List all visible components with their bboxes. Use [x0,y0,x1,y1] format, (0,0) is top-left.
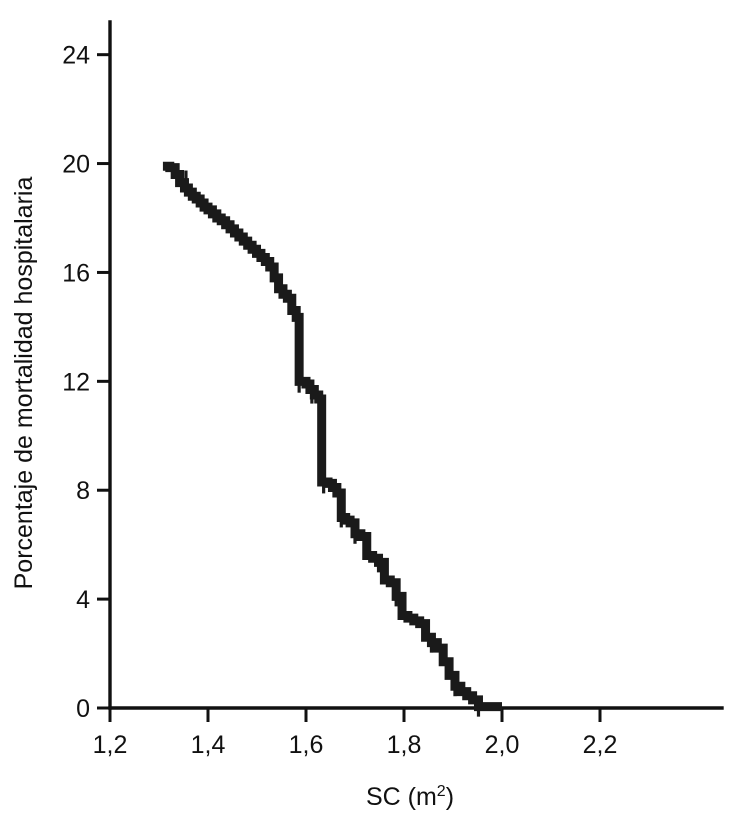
x-axis-tick-label: 1,8 [387,731,422,759]
x-axis-tick-label: 2,2 [583,731,618,759]
y-axis-title: Porcentaje de mortalidad hospitalaria [10,177,38,590]
y-axis-tick-label: 12 [62,368,90,396]
y-axis-tick-label: 20 [62,151,90,179]
x-axis-title: SC (m2) [366,783,454,811]
y-axis-tick-label: 8 [76,477,90,505]
x-axis-tick-label: 1,4 [191,731,226,759]
x-axis-title-base: SC (m [366,783,437,811]
x-axis-tick-label: 1,6 [289,731,324,759]
y-axis-tick-label: 0 [76,695,90,723]
x-axis-tick-label: 2,0 [485,731,520,759]
x-axis-title-superscript: 2 [437,783,446,800]
x-axis-ticks: 1,2 1,4 1,6 1,8 2,0 2,2 [93,708,618,759]
mortality-step-curve [162,161,502,712]
x-axis-tick-label: 1,2 [93,731,128,759]
step-curve-group [162,161,502,717]
censor-marks-group [184,170,481,717]
y-axis-tick-label: 24 [62,42,90,70]
y-axis-ticks: 0 4 8 12 16 20 24 [62,42,110,723]
y-axis-tick-label: 4 [76,586,90,614]
y-axis-tick-label: 16 [62,259,90,287]
x-axis-title-close: ) [446,783,454,811]
axes-layer [108,20,724,710]
